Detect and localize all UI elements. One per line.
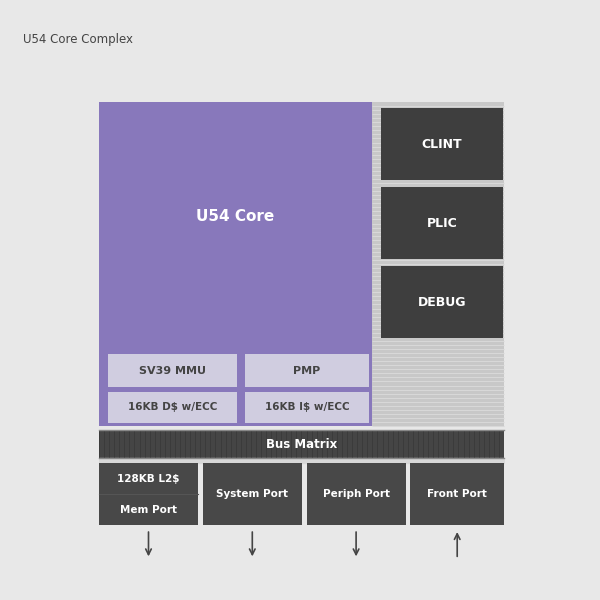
Text: Periph Port: Periph Port (323, 489, 389, 499)
Bar (99, 463, 198, 525)
Bar (307, 463, 406, 525)
Text: SV39 MMU: SV39 MMU (139, 365, 206, 376)
Bar (245, 392, 369, 423)
Bar (381, 266, 503, 338)
Bar (381, 187, 503, 259)
Text: 16KB D$ w/ECC: 16KB D$ w/ECC (128, 403, 217, 412)
Text: System Port: System Port (216, 489, 288, 499)
Text: Bus Matrix: Bus Matrix (266, 437, 337, 451)
Text: DEBUG: DEBUG (418, 296, 466, 309)
Text: PMP: PMP (293, 365, 320, 376)
Bar (99, 458, 504, 463)
Text: 128KB L2$: 128KB L2$ (117, 473, 180, 484)
Text: U54 Core Complex: U54 Core Complex (23, 32, 133, 46)
Bar (108, 354, 237, 387)
Bar (203, 463, 302, 525)
Text: Mem Port: Mem Port (120, 505, 177, 515)
Bar (245, 354, 369, 387)
Text: U54 Core: U54 Core (196, 209, 275, 224)
Bar (410, 463, 504, 525)
Text: 16KB I$ w/ECC: 16KB I$ w/ECC (265, 403, 349, 412)
Bar (99, 430, 504, 458)
Text: PLIC: PLIC (427, 217, 457, 230)
Bar (99, 102, 372, 426)
Text: CLINT: CLINT (422, 137, 462, 151)
Bar (108, 392, 237, 423)
Bar (372, 102, 504, 426)
Text: Front Port: Front Port (427, 489, 487, 499)
Bar (381, 108, 503, 180)
